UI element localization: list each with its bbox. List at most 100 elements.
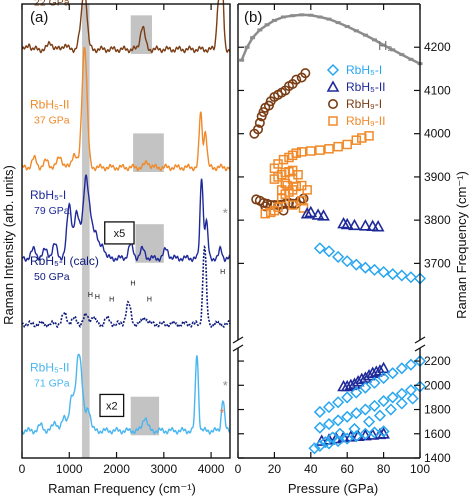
diamond-point — [377, 425, 390, 438]
y-tick-label: 1800 — [424, 403, 451, 417]
diamond-point — [386, 391, 399, 404]
axis-break — [414, 336, 426, 344]
shaded-window — [130, 15, 152, 54]
x-tick-label: 3000 — [150, 462, 177, 476]
x-tick-label: 40 — [304, 462, 318, 476]
h2-point — [239, 58, 245, 62]
asterisk-marker: * — [223, 205, 228, 220]
spectrum-line — [21, 353, 231, 435]
diamond-point — [377, 371, 390, 385]
asterisk-marker-red: * — [220, 406, 225, 420]
square-point — [296, 147, 307, 157]
diamond-point — [404, 358, 417, 371]
h2-curve — [240, 13, 421, 65]
inset-label: x2 — [106, 400, 118, 412]
h2-point — [257, 28, 263, 32]
square-point — [293, 170, 303, 180]
panel-a-axes: 0 1000 2000 3000 4000 — [19, 3, 231, 476]
square-point — [282, 180, 292, 191]
circle-point — [300, 68, 311, 79]
h2-point — [299, 13, 305, 17]
panel-b-label: (b) — [244, 9, 262, 26]
inset-box — [104, 221, 135, 245]
square-point — [306, 146, 316, 156]
diamond-point — [386, 268, 399, 281]
x-tick-label: 0 — [235, 462, 242, 476]
h2-point — [317, 15, 323, 19]
square-point — [260, 208, 271, 219]
square-point — [273, 159, 283, 169]
h2-point — [362, 33, 368, 37]
axis-break — [414, 344, 426, 352]
square-point — [291, 148, 301, 158]
diamond-point — [326, 63, 340, 77]
circle-point — [260, 201, 271, 212]
circle-point — [327, 99, 338, 110]
h2-point — [264, 23, 270, 27]
diamond-point — [350, 258, 363, 271]
spectrum-line — [21, 244, 231, 329]
inset-label: x5 — [114, 228, 126, 240]
triangle-point — [317, 209, 330, 221]
legend-entry: RbH₅-II — [346, 80, 386, 94]
square-point — [333, 141, 343, 152]
calc-annotation: H — [109, 296, 114, 303]
series-label: RbH₅-I — [30, 188, 66, 202]
h2-point — [290, 14, 296, 18]
h2-point — [271, 18, 277, 22]
h2-point — [250, 36, 256, 40]
legend-entry: RbH₉-II — [346, 114, 385, 128]
triangle-point — [300, 207, 314, 219]
x-tick-label: 1000 — [56, 462, 83, 476]
triangle-point — [371, 219, 385, 232]
diamond-point — [386, 367, 399, 380]
asterisk-marker: * — [223, 378, 228, 393]
square-point — [364, 131, 374, 141]
h2-point — [408, 57, 414, 61]
diamond-point — [373, 409, 387, 422]
axis-break — [232, 344, 244, 352]
y-tick-label: 4100 — [424, 83, 451, 97]
square-point — [302, 185, 312, 195]
triangle-point — [373, 364, 387, 376]
series-pressure: 50 GPa — [34, 271, 70, 283]
spectrum-line — [21, 46, 231, 172]
diamond-point — [322, 245, 336, 258]
h2-point — [308, 13, 314, 17]
panel-a-x-axis-label: Raman Frequency (cm⁻¹) — [48, 481, 196, 496]
triangle-point — [348, 218, 361, 231]
h2-label: H₂ — [378, 38, 392, 53]
diamond-point — [350, 386, 363, 399]
panel-b-legend: RbH₅-I RbH₅-II RbH₉-I RbH₉-II — [326, 63, 386, 128]
y-tick-label: 3800 — [424, 213, 451, 227]
triangle-point — [340, 217, 354, 230]
diamond-point — [359, 381, 372, 394]
diamond-point — [332, 414, 345, 427]
diamond-point — [377, 265, 390, 279]
diamond-point — [368, 263, 381, 276]
series-pressure: 37 GPa — [34, 114, 70, 126]
diamond-point — [359, 427, 372, 440]
h2-point — [381, 43, 387, 47]
diamond-point — [377, 394, 390, 408]
series-pressure: 79 GPa — [34, 205, 70, 217]
panel-b-axes: 0 20 40 60 80 100 3700 3800 3900 4000 4100 4200 1400… — [232, 3, 451, 476]
square-point — [342, 139, 352, 150]
panel-b-points — [239, 13, 427, 455]
x-tick-label: 80 — [377, 462, 391, 476]
calc-annotation: H — [88, 292, 93, 299]
triangle-point — [304, 205, 318, 218]
x-tick-label: 2000 — [103, 462, 130, 476]
spectrum-line — [21, 174, 231, 263]
diamond-band — [82, 4, 90, 458]
diamond-point — [313, 242, 326, 255]
diamond-point — [313, 405, 326, 419]
y-tick-label: 1600 — [424, 427, 451, 441]
calc-annotation: H — [147, 296, 152, 303]
triangle-point — [366, 366, 380, 378]
spectrum-line — [21, 0, 231, 54]
series-pressure: 71 GPa — [34, 378, 70, 390]
diamond-point — [348, 422, 361, 435]
